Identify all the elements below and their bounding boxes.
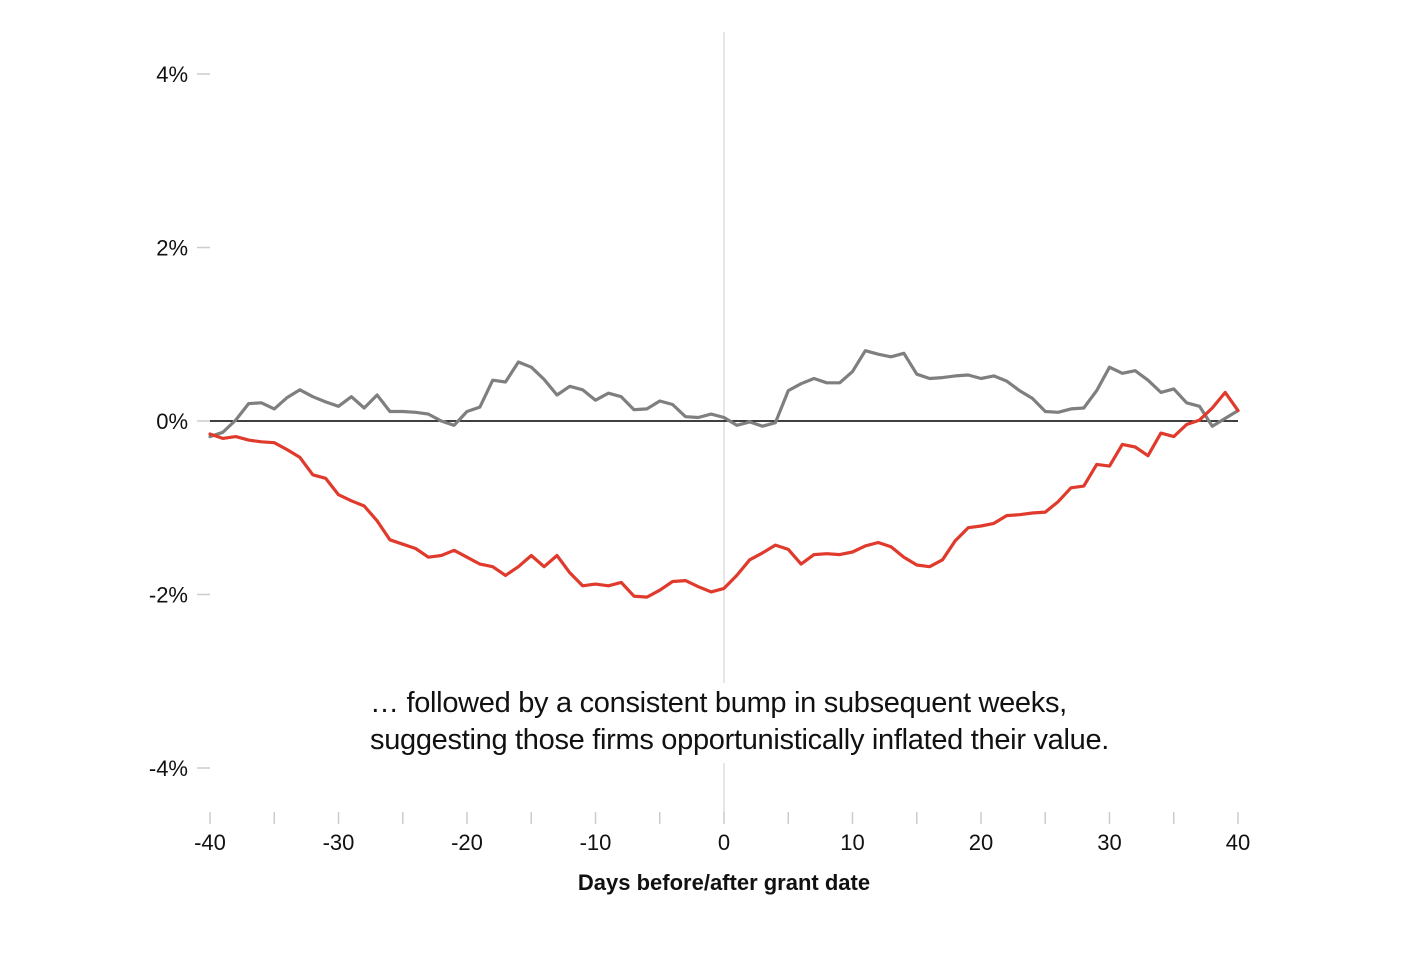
x-tick-label: -10 <box>580 830 612 855</box>
x-tick-label: -40 <box>194 830 226 855</box>
series-lines <box>208 349 1240 599</box>
y-axis-tick-labels: 4% 2% 0% -2% -4% <box>149 62 188 781</box>
y-tick-label: 4% <box>156 62 188 87</box>
x-tick-label: 20 <box>969 830 993 855</box>
red-series-line <box>208 390 1240 599</box>
x-axis-tick-marks <box>209 812 1239 824</box>
y-tick-label: 2% <box>156 236 188 261</box>
x-axis-title: Days before/after grant date <box>578 870 870 895</box>
y-tick-label: -4% <box>149 756 188 781</box>
x-tick-label: 30 <box>1097 830 1121 855</box>
gray-series-line <box>208 349 1240 439</box>
y-tick-label: 0% <box>156 409 188 434</box>
x-tick-label: -20 <box>451 830 483 855</box>
x-axis-tick-labels: -40 -30 -20 -10 0 10 20 30 40 <box>194 830 1250 855</box>
x-tick-label: -30 <box>323 830 355 855</box>
y-tick-label: -2% <box>149 583 188 608</box>
x-tick-label: 40 <box>1226 830 1250 855</box>
y-axis-tick-marks <box>197 73 210 769</box>
chart-annotation: … followed by a consistent bump in subse… <box>370 683 1110 763</box>
x-tick-label: 10 <box>840 830 864 855</box>
x-tick-label: 0 <box>718 830 730 855</box>
